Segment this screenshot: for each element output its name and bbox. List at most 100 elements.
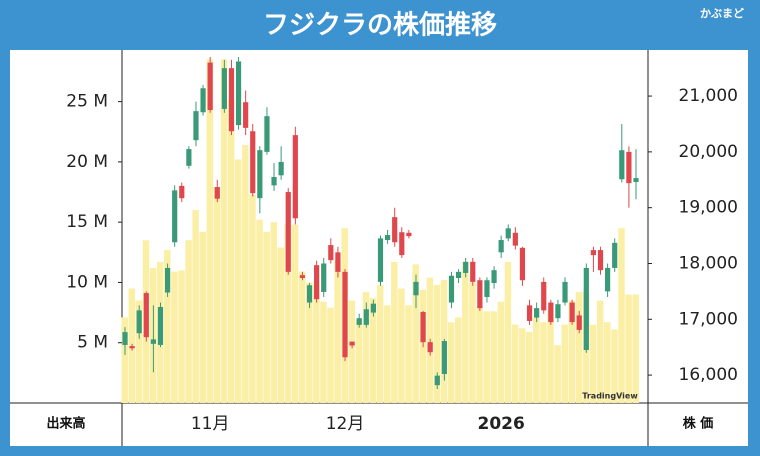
candle-body: [200, 88, 206, 113]
volume-bar: [178, 270, 185, 403]
volume-bar: [412, 264, 419, 403]
volume-bar: [263, 231, 270, 403]
volume-bar: [235, 159, 242, 403]
candle-body: [576, 315, 582, 330]
candle-body: [463, 261, 469, 273]
candle-body: [172, 190, 178, 243]
candle-body: [285, 192, 291, 272]
candle-body: [455, 271, 462, 278]
volume-bar: [462, 261, 469, 403]
candle-body: [328, 245, 334, 261]
volume-bar: [511, 324, 519, 403]
y2-tick-label: 16,000: [679, 365, 738, 385]
volume-bar: [249, 194, 256, 403]
candle-body: [342, 271, 348, 358]
candle-body: [590, 250, 597, 256]
volume-bar: [476, 307, 483, 403]
candle-body: [157, 307, 164, 345]
volume-bar: [135, 300, 143, 403]
volume-layer: [121, 59, 639, 404]
volume-bar: [405, 305, 412, 403]
candle-body: [427, 342, 433, 353]
volume-bar: [376, 284, 384, 403]
volume-bar: [355, 319, 363, 403]
volume-bar: [490, 311, 498, 403]
x-tick-label: 11月: [191, 414, 230, 434]
candle-body: [612, 242, 618, 268]
watermark: TradingView: [582, 392, 638, 401]
candle-body: [193, 111, 199, 141]
candle-body: [257, 150, 263, 199]
volume-bar: [455, 317, 462, 403]
volume-bar: [242, 145, 249, 404]
volume-bar: [384, 305, 391, 403]
x-tick-label: 2026: [477, 414, 524, 434]
volume-bar: [369, 298, 377, 403]
candle-body: [292, 135, 298, 219]
candle-body: [321, 263, 327, 292]
candle-body: [179, 185, 185, 199]
volume-bar: [525, 331, 533, 403]
y2-tick-label: 17,000: [679, 309, 738, 329]
candle-body: [392, 217, 398, 243]
y-tick-label: 15 M: [66, 212, 108, 232]
candle-body: [399, 232, 405, 256]
candle-body: [164, 267, 171, 293]
volume-bar: [185, 240, 192, 403]
y-tick-label: 10 M: [66, 272, 108, 292]
candle-layer: [122, 57, 639, 390]
candle-body: [406, 232, 412, 237]
candle-body: [221, 68, 227, 109]
candle-body: [363, 309, 369, 325]
candle-body: [548, 302, 554, 323]
candle-body: [235, 61, 242, 126]
volume-bar: [171, 271, 178, 403]
candle-body: [569, 302, 575, 323]
candle-body: [271, 176, 277, 186]
volume-bar: [469, 282, 476, 403]
candle-body: [214, 187, 220, 199]
candle-body: [505, 228, 511, 239]
volume-bar: [618, 228, 625, 403]
volume-bar: [270, 222, 277, 403]
candle-body: [541, 281, 547, 311]
volume-bar: [313, 284, 320, 403]
candle-body: [377, 238, 384, 282]
candle-body: [484, 280, 490, 297]
volume-bar: [220, 59, 228, 404]
candle-body: [555, 304, 561, 319]
price-label: 株 価: [683, 416, 714, 432]
candle-body: [413, 281, 419, 296]
candle-body: [129, 346, 135, 349]
volume-label: 出来高: [46, 416, 85, 432]
volume-bar: [213, 188, 221, 403]
candle-body: [278, 161, 284, 176]
x-tick-label: 12月: [326, 414, 365, 434]
candle-body: [243, 102, 249, 128]
candle-body: [562, 281, 568, 303]
candle-body: [583, 267, 589, 350]
volume-bar: [611, 329, 618, 403]
volume-bar: [305, 282, 313, 403]
candle-body: [143, 293, 149, 338]
volume-bar: [164, 249, 171, 403]
candle-body: [597, 250, 604, 271]
candle-body: [384, 235, 391, 241]
candle-body: [434, 375, 440, 386]
candle-body: [491, 270, 497, 284]
candle-body: [633, 178, 639, 183]
volume-bar: [632, 294, 639, 403]
candle-body: [186, 149, 192, 166]
volume-bar: [227, 100, 235, 403]
candle-body: [314, 265, 320, 300]
volume-bar: [284, 224, 292, 403]
volume-bar: [547, 310, 554, 403]
volume-bar: [568, 300, 576, 403]
candle-body: [526, 305, 533, 321]
chart-title: フジクラの株価推移: [263, 11, 497, 41]
volume-bar: [433, 284, 441, 403]
y2-tick-label: 21,000: [679, 86, 738, 106]
volume-bar: [504, 261, 512, 403]
